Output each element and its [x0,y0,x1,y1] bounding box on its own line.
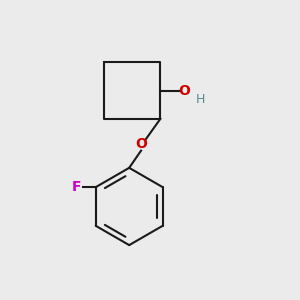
Text: O: O [178,84,190,98]
Text: F: F [72,180,81,194]
Text: H: H [196,93,205,106]
Text: O: O [135,137,147,151]
